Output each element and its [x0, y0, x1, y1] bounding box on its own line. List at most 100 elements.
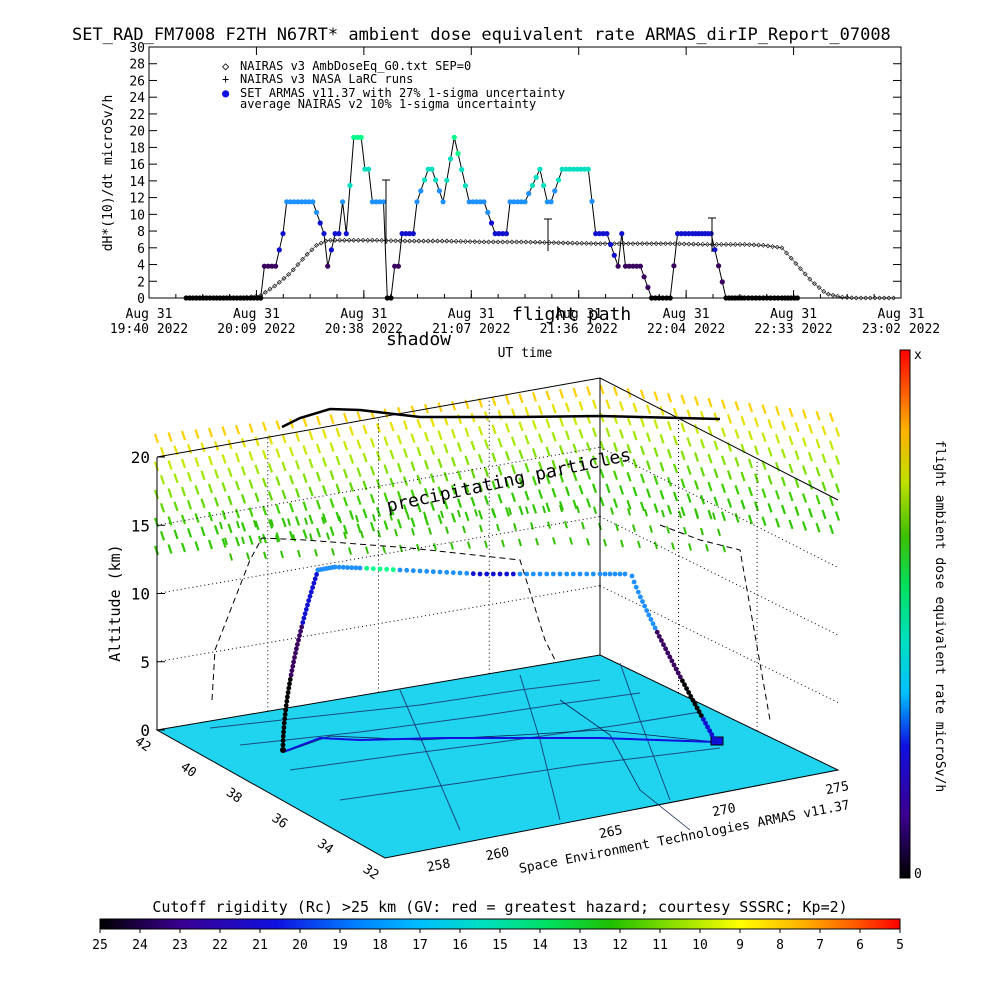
particle-dash	[747, 430, 754, 441]
particle-dash	[491, 508, 495, 516]
particle-dash	[578, 484, 584, 495]
particle-dash	[722, 544, 726, 553]
rigidity-colorbar-scale	[99, 918, 901, 930]
armas-point	[667, 295, 673, 301]
particle-dash	[470, 440, 476, 451]
particle-dash	[821, 509, 827, 520]
particle-dash	[477, 481, 484, 492]
nairas-point	[816, 285, 822, 290]
flight-point	[597, 571, 603, 577]
flight-point	[682, 682, 687, 688]
particle-dash	[248, 423, 254, 433]
particle-dash	[678, 510, 682, 519]
armas-point	[756, 295, 763, 301]
flight-point	[298, 628, 303, 634]
particle-dash	[672, 463, 679, 474]
particle-dash	[828, 468, 835, 479]
x-tick-label-date: Aug 31	[663, 307, 710, 322]
legend-symbol-plus: +	[222, 72, 229, 86]
armas-point	[712, 247, 718, 253]
particle-dash	[227, 523, 233, 534]
particle-dash	[761, 460, 767, 471]
y-axis-label: dH*(10)/dt microSv/h	[101, 95, 116, 252]
rigidity-tick-label: 11	[652, 938, 668, 953]
armas-point	[377, 199, 383, 205]
flight-point	[336, 564, 342, 570]
particle-dash	[483, 467, 490, 477]
armas-point	[537, 166, 543, 172]
armas-point	[403, 231, 409, 237]
particle-dash	[389, 449, 395, 460]
particle-dash	[518, 538, 522, 547]
particle-dash	[248, 479, 254, 489]
particle-dash	[410, 489, 416, 500]
particle-dash	[302, 529, 308, 539]
armas-point	[555, 177, 562, 183]
particle-dash	[356, 467, 362, 478]
flight-point	[364, 565, 370, 571]
particle-dash	[740, 471, 746, 482]
particle-dash	[632, 430, 638, 441]
flight-point	[688, 694, 694, 699]
particle-dash	[308, 514, 314, 525]
armas-point	[563, 166, 569, 172]
flight-point	[294, 646, 299, 652]
rigidity-tick-label: 5	[896, 938, 904, 953]
particle-dash	[558, 445, 565, 455]
armas-point	[466, 199, 472, 205]
particle-dash	[504, 506, 511, 517]
particle-dash	[321, 513, 328, 523]
nairas-point	[532, 239, 538, 245]
nairas-point	[355, 237, 361, 243]
particle-dash	[348, 426, 355, 436]
particle-dash	[261, 505, 268, 516]
rigidity-tick-label: 16	[452, 938, 468, 953]
nairas-point	[365, 237, 371, 243]
flight-point	[713, 739, 719, 745]
particle-dash	[389, 477, 395, 488]
particle-dash	[315, 443, 322, 454]
x-tick-label-date: Aug 31	[448, 307, 495, 322]
particle-dash	[267, 519, 274, 529]
armas-point	[470, 199, 476, 205]
armas-point	[444, 177, 450, 183]
particle-dash	[186, 443, 193, 454]
rigidity-colorbar-title: Cutoff rigidity (Rc) >25 km (GV: red = g…	[152, 898, 847, 916]
particle-dash	[504, 450, 511, 461]
state-border	[619, 662, 671, 801]
particle-dash	[207, 511, 214, 522]
particle-dash	[221, 482, 227, 492]
flight-point	[384, 566, 390, 572]
particle-dash	[713, 412, 719, 423]
particle-dash	[501, 539, 505, 548]
armas-point	[608, 241, 614, 248]
flight-point	[577, 571, 583, 577]
particle-dash	[537, 461, 544, 472]
flight-point	[292, 655, 297, 660]
flight-point	[584, 571, 590, 577]
particle-dash	[605, 455, 611, 466]
particle-dash	[240, 466, 247, 476]
flight-point	[707, 728, 713, 734]
flight-point	[284, 698, 290, 704]
particle-dash	[618, 485, 625, 495]
particle-dash	[686, 465, 692, 475]
flight-point	[490, 571, 496, 577]
nairas-point	[723, 242, 729, 247]
particle-dash	[693, 424, 700, 434]
particle-dash	[280, 550, 284, 559]
nairas-point	[867, 295, 873, 301]
armas-point	[578, 166, 584, 172]
particle-dash	[774, 517, 781, 528]
particle-dash	[645, 432, 652, 443]
particle-dash	[275, 448, 281, 458]
nairas-point	[262, 289, 268, 295]
nairas-point	[784, 250, 789, 256]
particle-dash	[680, 422, 686, 433]
particle-dash	[780, 476, 787, 487]
armas-point	[619, 231, 625, 237]
particle-dash	[713, 468, 719, 479]
flight-point	[280, 738, 286, 743]
particle-dash	[329, 498, 335, 508]
armas-point	[593, 231, 599, 237]
